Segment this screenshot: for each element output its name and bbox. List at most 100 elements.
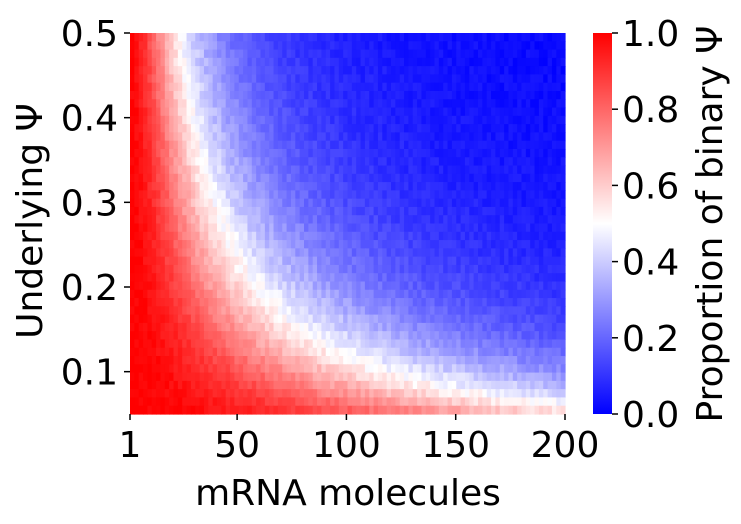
- heatmap-cell: [251, 90, 257, 100]
- heatmap-cell: [247, 405, 253, 415]
- heatmap-cell: [499, 322, 505, 332]
- heatmap-cell: [295, 223, 301, 233]
- heatmap-cell: [286, 347, 292, 357]
- heatmap-cell: [451, 405, 457, 415]
- heatmap-cell: [130, 173, 135, 183]
- heatmap-cell: [482, 74, 488, 84]
- heatmap-cell: [299, 347, 305, 357]
- heatmap-cell: [338, 173, 344, 183]
- heatmap-cell: [295, 397, 301, 407]
- heatmap-cell: [451, 157, 457, 167]
- heatmap-cell: [282, 364, 288, 374]
- heatmap-cell: [382, 322, 388, 332]
- heatmap-cell: [347, 49, 353, 59]
- heatmap-cell: [330, 182, 336, 191]
- heatmap-cell: [203, 347, 209, 357]
- heatmap-cell: [530, 281, 536, 291]
- heatmap-cell: [243, 231, 249, 241]
- heatmap-cell: [504, 389, 510, 399]
- heatmap-cell: [434, 41, 440, 51]
- heatmap-cell: [308, 124, 314, 133]
- heatmap-cell: [551, 206, 557, 216]
- heatmap-cell: [499, 182, 505, 191]
- heatmap-cell: [543, 66, 549, 76]
- heatmap-cell: [295, 289, 301, 299]
- heatmap-cell: [238, 281, 244, 291]
- heatmap-cell: [543, 190, 549, 200]
- heatmap-cell: [482, 364, 488, 374]
- heatmap-cell: [517, 331, 523, 341]
- heatmap-cell: [438, 206, 444, 216]
- heatmap-cell: [434, 49, 440, 59]
- heatmap-cell: [369, 372, 375, 382]
- heatmap-cell: [356, 206, 362, 216]
- heatmap-cell: [547, 115, 553, 125]
- heatmap-cell: [404, 322, 409, 332]
- heatmap-cell: [264, 74, 270, 84]
- heatmap-cell: [530, 289, 536, 299]
- heatmap-cell: [425, 223, 431, 233]
- heatmap-cell: [534, 165, 540, 175]
- heatmap-cell: [225, 99, 231, 109]
- heatmap-cell: [138, 173, 144, 183]
- heatmap-cell: [499, 215, 505, 225]
- heatmap-cell: [404, 372, 409, 382]
- heatmap-cell: [243, 107, 249, 117]
- heatmap-cell: [295, 273, 301, 283]
- heatmap-cell: [256, 264, 262, 274]
- heatmap-cell: [504, 281, 510, 291]
- heatmap-cell: [469, 289, 475, 299]
- heatmap-cell: [447, 273, 453, 283]
- heatmap-cell: [560, 372, 566, 382]
- heatmap-cell: [160, 322, 166, 332]
- heatmap-cell: [547, 74, 553, 84]
- heatmap-cell: [491, 264, 496, 274]
- heatmap-cell: [212, 140, 218, 150]
- heatmap-cell: [404, 356, 409, 365]
- heatmap-cell: [486, 215, 492, 225]
- heatmap-cell: [251, 165, 257, 175]
- heatmap-cell: [443, 157, 449, 167]
- heatmap-cell: [399, 41, 405, 51]
- heatmap-cell: [212, 190, 218, 200]
- heatmap-cell: [443, 57, 449, 67]
- heatmap-cell: [321, 364, 327, 374]
- heatmap-cell: [212, 173, 218, 183]
- heatmap-cell: [512, 198, 518, 208]
- heatmap-cell: [199, 140, 205, 150]
- heatmap-cell: [230, 49, 235, 59]
- heatmap-cell: [404, 66, 409, 76]
- heatmap-cell: [408, 248, 414, 258]
- heatmap-cell: [230, 66, 235, 76]
- heatmap-cell: [417, 124, 423, 133]
- heatmap-cell: [238, 66, 244, 76]
- heatmap-cell: [264, 314, 270, 324]
- heatmap-cell: [160, 281, 166, 291]
- heatmap-cell: [364, 314, 370, 324]
- heatmap-cell: [404, 107, 409, 117]
- heatmap-cell: [430, 198, 436, 208]
- heatmap-cell: [330, 206, 336, 216]
- heatmap-cell: [499, 223, 505, 233]
- heatmap-cell: [286, 66, 292, 76]
- heatmap-cell: [299, 41, 305, 51]
- heatmap-cell: [534, 107, 540, 117]
- heatmap-cell: [412, 289, 418, 299]
- heatmap-cell: [478, 389, 483, 399]
- heatmap-cell: [482, 90, 488, 100]
- heatmap-cell: [456, 248, 462, 258]
- heatmap-cell: [447, 264, 453, 274]
- heatmap-cell: [456, 240, 462, 249]
- heatmap-cell: [451, 49, 457, 59]
- heatmap-cell: [295, 240, 301, 249]
- heatmap-cell: [417, 364, 423, 374]
- heatmap-cell: [386, 82, 392, 92]
- heatmap-cell: [282, 380, 288, 390]
- heatmap-cell: [130, 124, 135, 133]
- heatmap-cell: [482, 165, 488, 175]
- heatmap-cell: [164, 364, 170, 374]
- heatmap-cell: [499, 132, 505, 142]
- heatmap-cell: [356, 107, 362, 117]
- heatmap-cell: [391, 231, 396, 241]
- heatmap-cell: [425, 182, 431, 191]
